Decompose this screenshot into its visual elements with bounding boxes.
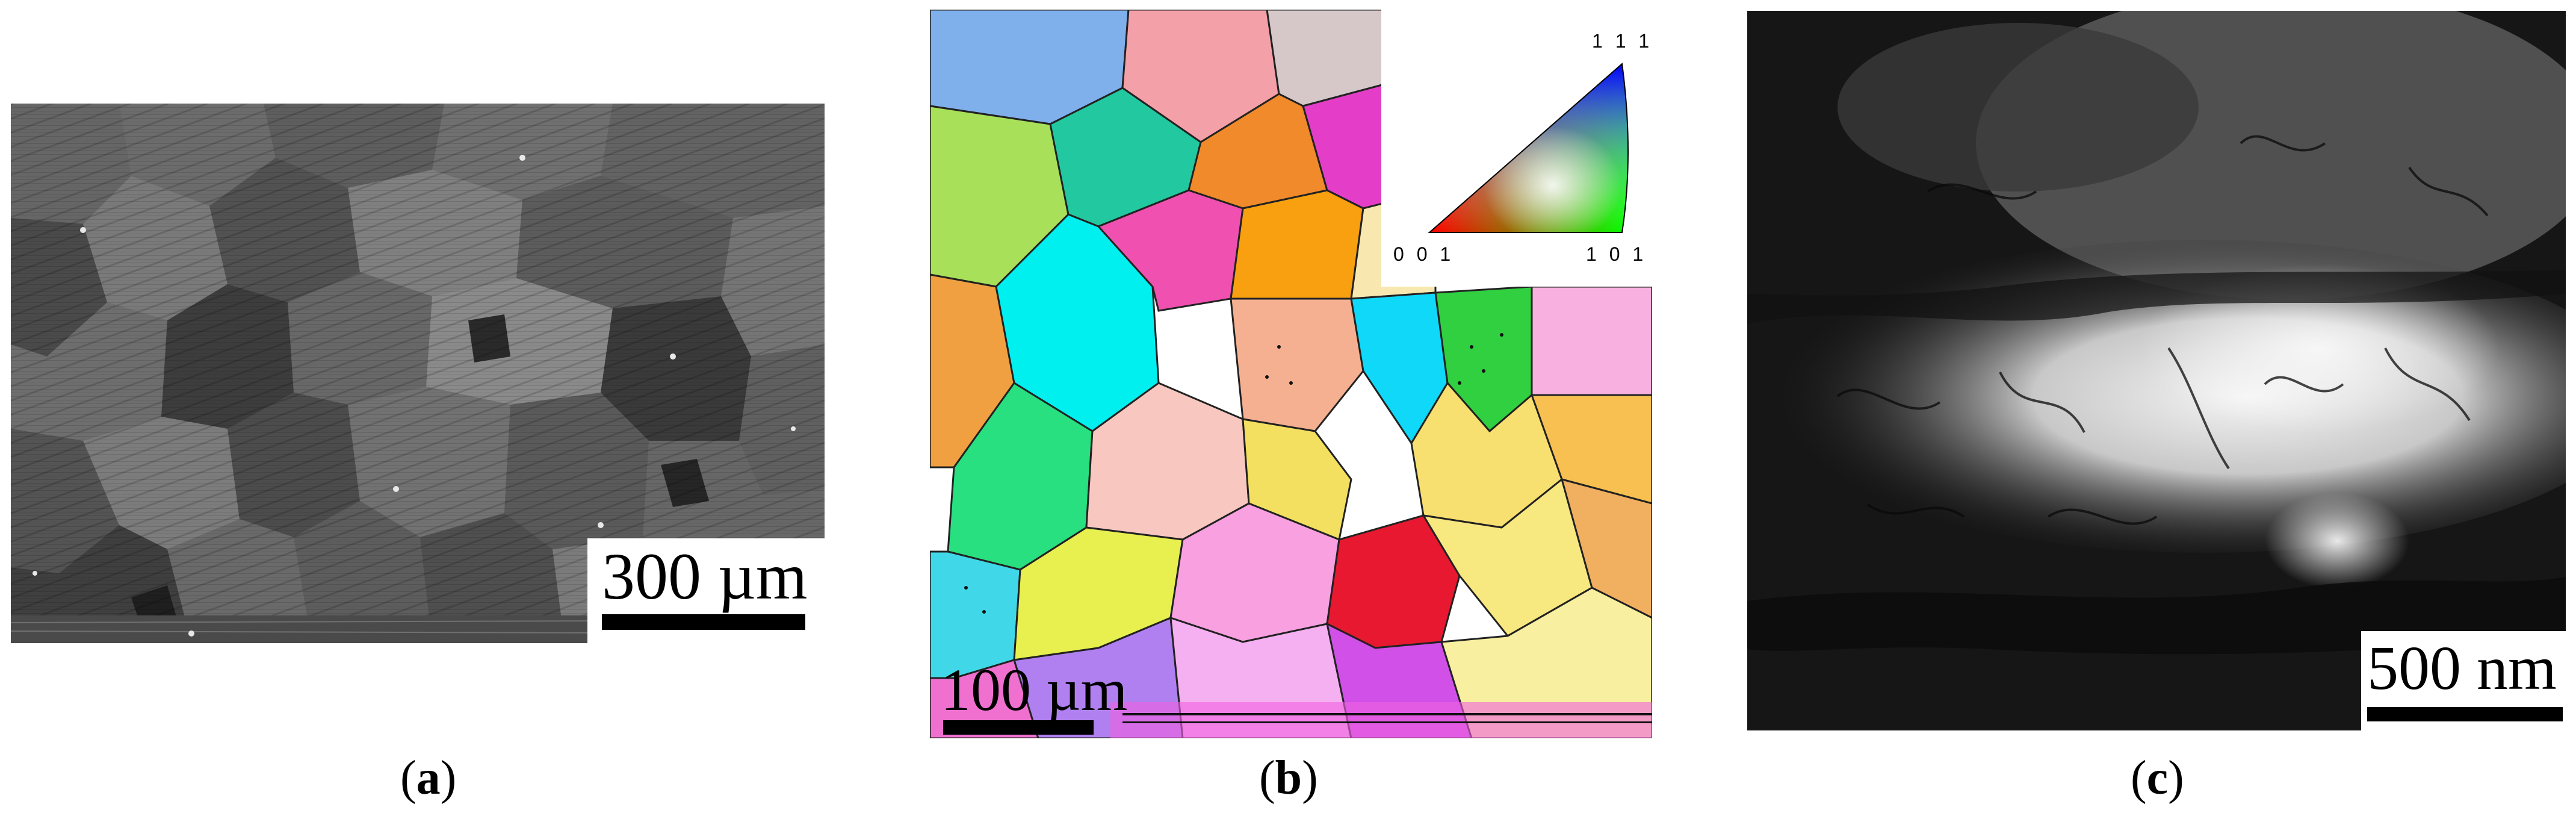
panel-b: 1 1 1 0 0 1 1 0 1 100 µm <box>930 10 1652 738</box>
caption-a-letter: a <box>416 752 441 805</box>
panel-c: 500 nm <box>1747 11 2566 730</box>
ipf-color-triangle-icon <box>1428 63 1629 233</box>
scale-bar-a <box>602 614 805 630</box>
caption-a: (a) <box>400 752 457 805</box>
scale-bar-label-c: 500 nm <box>2367 634 2557 703</box>
scale-bar-b <box>943 720 1094 735</box>
scale-bar-label-a: 300 µm <box>602 540 808 613</box>
ipf-label-111: 1 1 1 <box>1592 30 1653 52</box>
ipf-label-101: 1 0 1 <box>1586 243 1647 265</box>
caption-b-letter: b <box>1275 752 1302 805</box>
caption-c: (c) <box>2131 752 2184 805</box>
ebsd-orientation-map-image <box>930 10 1652 738</box>
scale-bar-c <box>2367 707 2563 721</box>
ipf-label-001: 0 0 1 <box>1393 243 1455 265</box>
caption-b: (b) <box>1259 752 1318 805</box>
panel-a: 300 µm <box>11 104 825 643</box>
caption-c-letter: c <box>2146 752 2169 805</box>
scale-bar-label-b: 100 µm <box>941 656 1128 723</box>
tem-micrograph-image <box>1747 11 2566 730</box>
